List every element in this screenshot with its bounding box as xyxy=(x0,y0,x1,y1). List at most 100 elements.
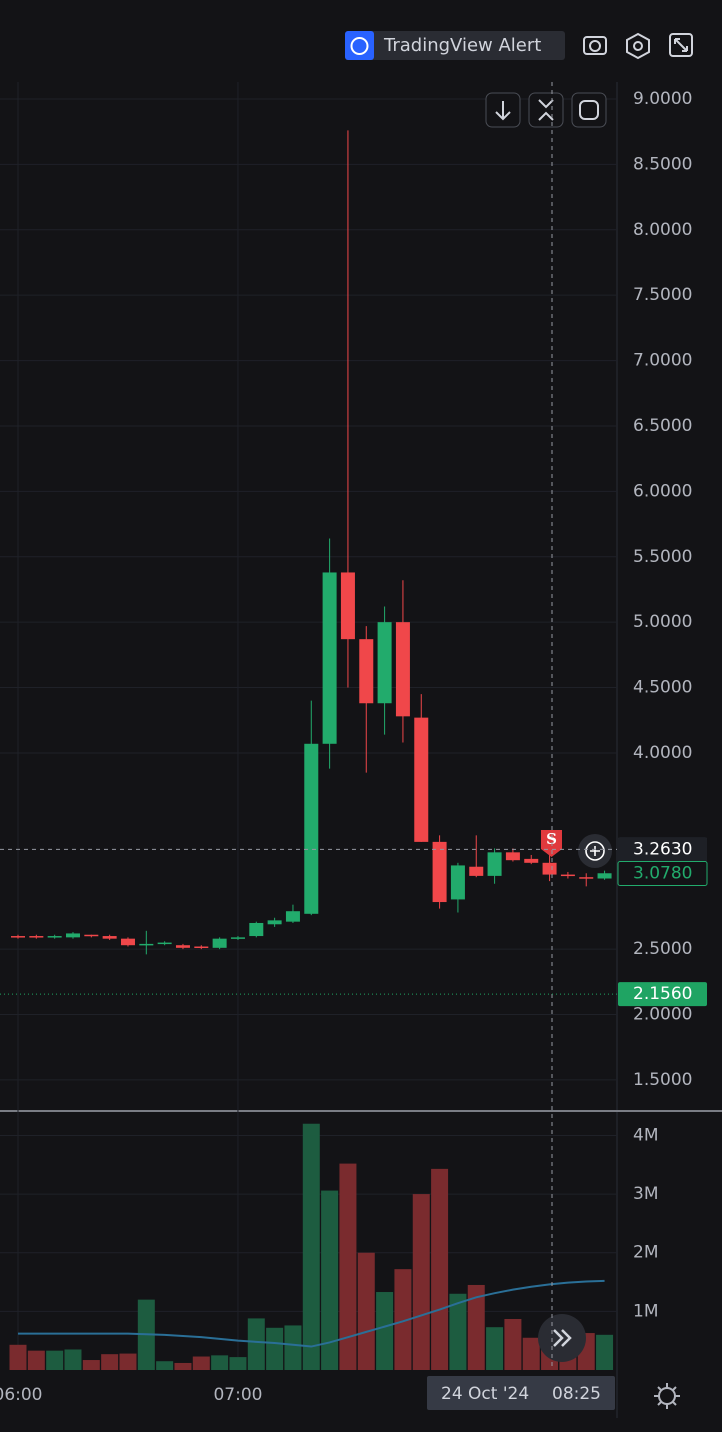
volume-bar xyxy=(82,1360,100,1370)
alert-icon xyxy=(345,31,374,60)
y-tick-label: 6.0000 xyxy=(633,481,692,501)
gear-teeth xyxy=(654,1383,680,1409)
camera-lens xyxy=(589,40,601,52)
alert-label: TradingView Alert xyxy=(383,35,541,56)
y-tick-label: 6.5000 xyxy=(633,416,692,436)
volume-bar xyxy=(284,1325,302,1370)
volume-tick-label: 4M xyxy=(633,1125,658,1145)
volume-bar xyxy=(46,1350,64,1370)
volume-bar xyxy=(101,1354,119,1370)
volume-bar xyxy=(321,1190,339,1370)
volume-bar xyxy=(64,1349,82,1370)
candle-body xyxy=(47,936,62,938)
candle-body xyxy=(432,841,447,903)
candle-body xyxy=(120,938,135,946)
volume-bar xyxy=(522,1337,540,1370)
crosshair-time-box xyxy=(427,1376,615,1410)
y-tick-label: 9.0000 xyxy=(633,89,692,109)
candle-body xyxy=(139,943,154,946)
volume-bar xyxy=(467,1284,485,1370)
volume-bar xyxy=(119,1353,137,1370)
alarm-icon xyxy=(350,37,369,55)
price-label-box xyxy=(618,837,707,862)
volume-bar xyxy=(211,1355,229,1370)
collapse-icon xyxy=(538,99,554,121)
candle-body xyxy=(285,911,300,922)
candle-body xyxy=(560,874,575,877)
candle-body xyxy=(469,866,484,876)
scroll-icon xyxy=(553,1329,572,1347)
volume-bar xyxy=(229,1357,247,1370)
collapse-button[interactable] xyxy=(528,92,564,128)
candle-body xyxy=(395,622,410,717)
y-tick-label: 7.0000 xyxy=(633,351,692,371)
candle-body xyxy=(524,858,539,863)
volume-ma-line xyxy=(18,1279,605,1348)
volume-bar xyxy=(192,1356,210,1370)
price-label: 3.0780 xyxy=(633,864,692,884)
volume-bar xyxy=(394,1269,412,1370)
camera-icon[interactable] xyxy=(583,36,607,55)
volume-bar xyxy=(247,1318,265,1370)
candle-body xyxy=(359,639,374,704)
volume-tick-label: 3M xyxy=(633,1184,658,1204)
add-cross xyxy=(590,846,600,856)
add-icon xyxy=(585,841,605,861)
candle-body xyxy=(487,852,502,876)
candle-body xyxy=(542,862,557,875)
reset-icon xyxy=(579,100,599,120)
candle-body xyxy=(597,873,612,879)
candle-body xyxy=(194,946,209,949)
y-tick-label: 5.0000 xyxy=(633,612,692,632)
volume-bar xyxy=(339,1163,357,1370)
volume-bar xyxy=(174,1362,192,1370)
y-tick-label: 2.5000 xyxy=(633,939,692,959)
settings-center xyxy=(633,41,643,51)
volume-bar xyxy=(504,1318,522,1370)
candle-body xyxy=(84,934,99,937)
candle-body xyxy=(230,937,245,939)
arrow-icon xyxy=(495,101,511,121)
volume-tick-label: 1M xyxy=(633,1301,658,1321)
candle-body xyxy=(29,936,44,938)
y-tick-label: 5.5000 xyxy=(633,547,692,567)
volume-bar xyxy=(9,1344,27,1370)
candle-body xyxy=(267,920,282,925)
volume-bar xyxy=(431,1168,449,1370)
reset-button[interactable] xyxy=(571,92,607,128)
candle-body xyxy=(175,945,190,948)
candle-body xyxy=(212,938,227,948)
fullscreen-icon[interactable] xyxy=(669,33,693,57)
candle-body xyxy=(249,922,264,937)
candle-body xyxy=(65,933,80,938)
y-tick-label: 4.5000 xyxy=(633,678,692,698)
y-tick-label: 4.0000 xyxy=(633,743,692,763)
candle-body xyxy=(102,936,117,939)
price-label: 2.1560 xyxy=(633,984,692,1004)
y-tick-label: 1.5000 xyxy=(633,1070,692,1090)
price-label: 3.2630 xyxy=(633,839,692,859)
volume-bar xyxy=(596,1334,614,1370)
volume-bar xyxy=(486,1327,504,1370)
candle-body xyxy=(579,877,594,879)
candle-body xyxy=(340,572,355,640)
plot xyxy=(9,130,614,1370)
price-label-box xyxy=(617,861,708,887)
volume-bar xyxy=(449,1293,467,1370)
candle-body xyxy=(450,865,465,900)
volume-bar xyxy=(302,1123,320,1370)
candle-body xyxy=(322,572,337,744)
signal-label: S xyxy=(546,830,557,848)
crosshair-date: 24 Oct '24 xyxy=(441,1384,529,1404)
crosshair-time: 08:25 xyxy=(552,1384,601,1404)
price-label-box xyxy=(618,982,707,1007)
candle-body xyxy=(157,942,172,945)
fullscreen-arrows xyxy=(674,38,688,52)
settings-icon[interactable] xyxy=(626,32,650,60)
alert-button[interactable] xyxy=(345,31,565,60)
y-tick-label: 8.0000 xyxy=(633,220,692,240)
volume-tick-label: 2M xyxy=(633,1243,658,1263)
candle-body xyxy=(304,743,319,914)
